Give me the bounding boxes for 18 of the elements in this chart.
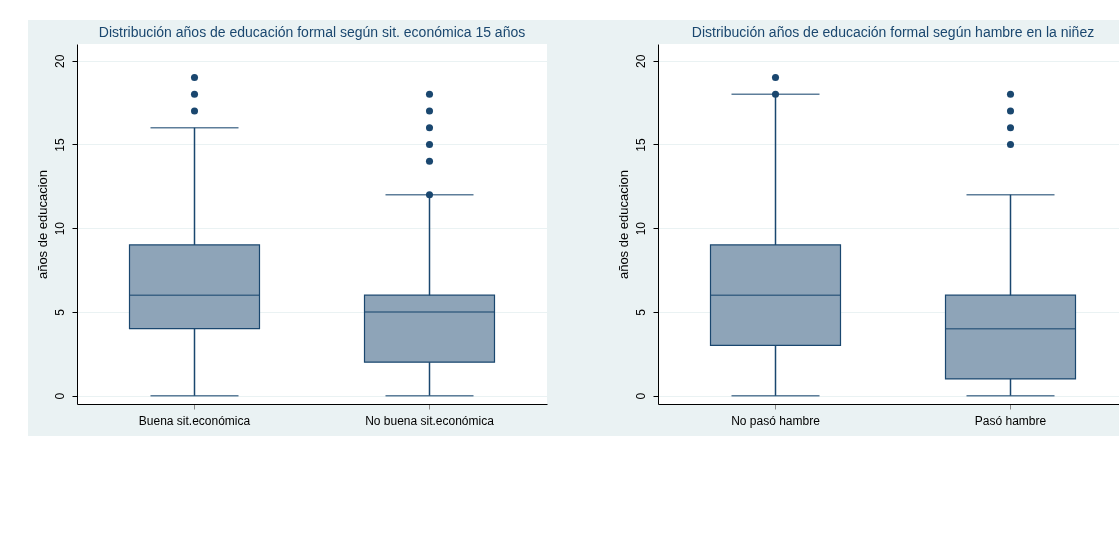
x-tick-label: No buena sit.económica [365, 413, 495, 428]
y-tick-label: 0 [633, 392, 648, 400]
y-tick-label: 0 [52, 392, 67, 400]
chart-title: Distribución años de educación formal según hambre en la niñez [691, 24, 1095, 40]
y-tick-label: 10 [52, 221, 67, 236]
x-tick-label: Pasó hambre [974, 413, 1047, 428]
y-tick-label: 15 [52, 137, 67, 152]
chart-title: Distribución años de educación formal según sit. económica 15 años [98, 24, 526, 40]
x-tick-label: Buena sit.económica [138, 413, 251, 428]
y-tick-label: 5 [52, 308, 67, 316]
y-axis-title: años de educacion [34, 169, 50, 280]
x-tick-label: No pasó hambre [731, 413, 821, 428]
y-tick-label: 20 [52, 54, 67, 68]
y-axis-title: años de educacion [615, 169, 631, 280]
y-tick-label: 5 [633, 308, 648, 316]
y-tick-label: 20 [633, 54, 648, 68]
y-tick-label: 10 [633, 221, 648, 236]
y-tick-label: 15 [633, 137, 648, 152]
